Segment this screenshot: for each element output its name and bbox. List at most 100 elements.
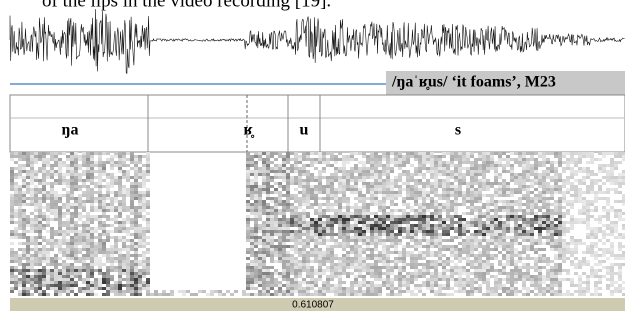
spectrogram-cell [262, 254, 266, 257]
spectrogram-cell [442, 230, 446, 233]
spectrogram-cell [542, 164, 546, 167]
spectrogram-cell [294, 167, 298, 170]
spectrogram-cell [354, 197, 358, 200]
spectrogram-cell [486, 158, 490, 161]
spectrogram-cell [602, 236, 606, 239]
spectrogram-cell [302, 158, 306, 161]
spectrogram-cell [78, 155, 82, 158]
spectrogram-cell [422, 209, 426, 212]
spectrogram-cell [290, 272, 294, 275]
spectrogram-cell [258, 254, 262, 257]
spectrogram-cell [94, 152, 98, 155]
spectrogram-cell [98, 221, 102, 224]
spectrogram-cell [386, 176, 390, 179]
spectrogram-cell [282, 284, 286, 287]
spectrogram-cell [618, 212, 622, 215]
spectrogram-cell [414, 200, 418, 203]
spectrogram-cell [102, 254, 106, 257]
spectrogram-cell [594, 182, 598, 185]
spectrogram-cell [354, 182, 358, 185]
spectrogram-cell [458, 170, 462, 173]
spectrogram-cell [170, 290, 174, 293]
waveform [10, 9, 625, 73]
spectrogram-cell [342, 263, 346, 266]
spectrogram-cell [102, 179, 106, 182]
spectrogram-cell [538, 257, 542, 260]
spectrogram-cell [18, 269, 22, 272]
spectrogram-cell [290, 158, 294, 161]
spectrogram-cell [318, 224, 322, 227]
spectrogram-cell [122, 269, 126, 272]
spectrogram-cell [286, 272, 290, 275]
spectrogram-cell [262, 176, 266, 179]
spectrogram-cell [466, 284, 470, 287]
spectrogram-cell [134, 224, 138, 227]
spectrogram-cell [586, 290, 590, 293]
spectrogram-cell [90, 245, 94, 248]
spectrogram-cell [474, 236, 478, 239]
spectrogram-cell [14, 281, 18, 284]
time-label: 0.610807 [292, 300, 334, 311]
spectrogram-cell [350, 227, 354, 230]
spectrogram-cell [390, 260, 394, 263]
spectrogram-cell [578, 152, 582, 155]
spectrogram-cell [558, 197, 562, 200]
spectrogram-cell [142, 185, 146, 188]
spectrogram-cell [406, 152, 410, 155]
spectrogram-cell [478, 233, 482, 236]
spectrogram-cell [154, 290, 158, 293]
spectrogram-cell [538, 269, 542, 272]
spectrogram-cell [414, 293, 418, 296]
spectrogram-cell [566, 209, 570, 212]
spectrogram-cell [270, 179, 274, 182]
spectrogram-cell [570, 182, 574, 185]
spectrogram-cell [482, 158, 486, 161]
spectrogram-cell [22, 155, 26, 158]
spectrogram-cell [258, 284, 262, 287]
spectrogram-cell [306, 254, 310, 257]
spectrogram-cell [254, 200, 258, 203]
spectrogram-cell [434, 245, 438, 248]
spectrogram-cell [350, 215, 354, 218]
spectrogram-cell [490, 209, 494, 212]
spectrogram-cell [34, 221, 38, 224]
spectrogram-cell [422, 269, 426, 272]
spectrogram-cell [302, 290, 306, 293]
spectrogram-cell [522, 164, 526, 167]
spectrogram-cell [266, 218, 270, 221]
spectrogram-cell [546, 236, 550, 239]
spectrogram-cell [278, 236, 282, 239]
spectrogram-cell [494, 278, 498, 281]
spectrogram-cell [74, 284, 78, 287]
spectrogram-cell [526, 200, 530, 203]
spectrogram-cell [578, 284, 582, 287]
spectrogram-cell [122, 248, 126, 251]
spectrogram-cell [446, 278, 450, 281]
spectrogram-cell [138, 203, 142, 206]
spectrogram-cell [114, 215, 118, 218]
spectrogram-cell [74, 209, 78, 212]
spectrogram-cell [58, 221, 62, 224]
spectrogram-cell [546, 206, 550, 209]
spectrogram-cell [42, 155, 46, 158]
spectrogram-cell [162, 293, 166, 296]
spectrogram-cell [14, 230, 18, 233]
spectrogram-cell [26, 161, 30, 164]
spectrogram-cell [34, 287, 38, 290]
spectrogram-cell [606, 287, 610, 290]
spectrogram-cell [554, 173, 558, 176]
spectrogram-cell [118, 179, 122, 182]
spectrogram-cell [410, 176, 414, 179]
spectrogram-cell [326, 275, 330, 278]
spectrogram-cell [70, 263, 74, 266]
spectrogram-cell [534, 281, 538, 284]
spectrogram-cell [130, 185, 134, 188]
spectrogram-cell [70, 284, 74, 287]
spectrogram-cell [266, 179, 270, 182]
spectrogram-cell [306, 188, 310, 191]
spectrogram-cell [422, 215, 426, 218]
spectrogram-cell [142, 275, 146, 278]
spectrogram-cell [246, 236, 250, 239]
spectrogram-cell [350, 206, 354, 209]
spectrogram-cell [58, 152, 62, 155]
